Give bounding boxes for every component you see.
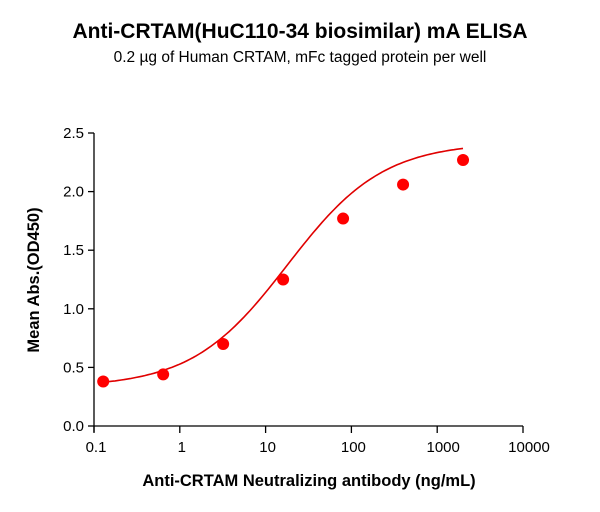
x-tick-label: 100: [341, 439, 366, 456]
chart-title: Anti-CRTAM(HuC110-34 biosimilar) mA ELIS…: [72, 20, 528, 43]
data-point: [457, 153, 470, 166]
x-tick-label: 1: [178, 439, 186, 456]
data-point: [277, 273, 290, 286]
data-point: [397, 178, 410, 191]
data-points: [97, 153, 470, 388]
data-point: [97, 375, 110, 388]
y-tick-label: 0.5: [63, 359, 84, 376]
y-tick-label: 1.0: [63, 301, 84, 318]
x-tick-label: 10000: [508, 439, 550, 456]
data-point: [157, 368, 170, 381]
data-point: [337, 212, 350, 225]
y-tick-label: 2.0: [63, 184, 84, 201]
y-axis-label: Mean Abs.(OD450): [25, 207, 43, 352]
x-tick-label: 0.1: [86, 439, 107, 456]
axes: 0.0 0.5 1.0 1.5 2.0 2.5 0.1 1 10 100 1000 10000: [63, 125, 550, 456]
x-tick-label: 1000: [427, 439, 460, 456]
fit-curve: [103, 147, 464, 384]
y-tick-label: 2.5: [63, 125, 84, 142]
x-tick-label: 10: [259, 439, 276, 456]
chart-subtitle: 0.2 µg of Human CRTAM, mFc tagged protei…: [113, 49, 487, 66]
x-axis-label: Anti-CRTAM Neutralizing antibody (ng/mL): [142, 472, 475, 490]
data-point: [217, 337, 230, 350]
y-tick-label: 0.0: [63, 418, 84, 435]
y-tick-label: 1.5: [63, 242, 84, 259]
